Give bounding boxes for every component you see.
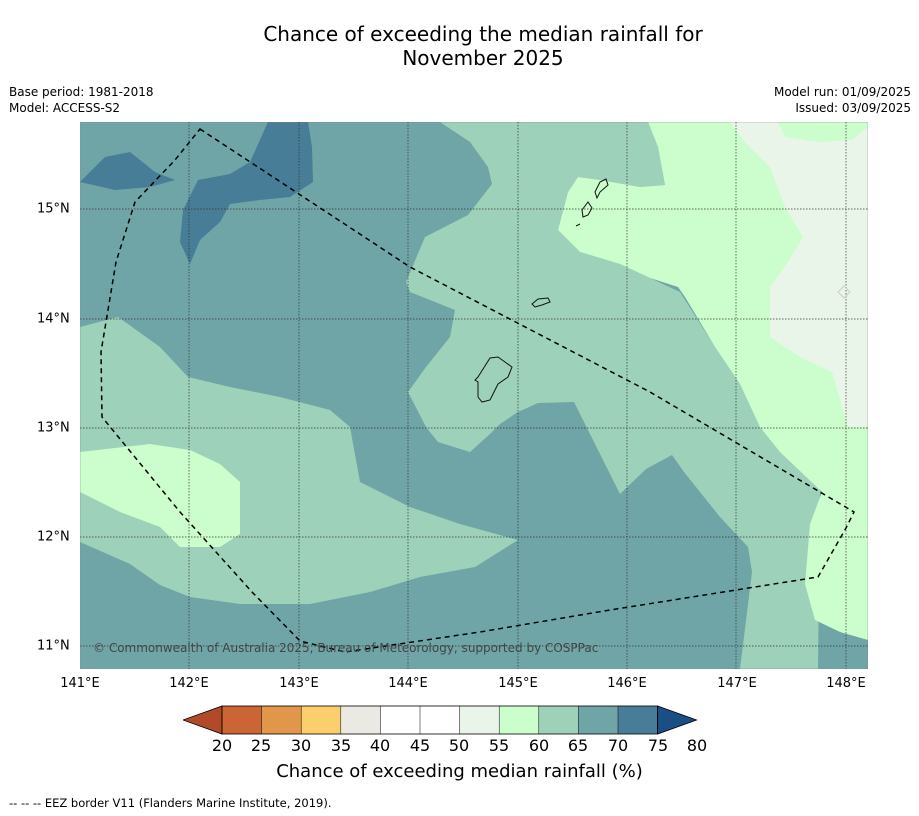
saipan-island — [594, 178, 609, 200]
contour-60-65-north-patch — [778, 122, 868, 142]
colorbar-tick: 40 — [369, 736, 391, 755]
graticule — [80, 122, 868, 669]
x-tick-label: 142°E — [169, 676, 209, 691]
colorbar-segment — [538, 706, 579, 734]
colorbar-segment — [301, 706, 341, 734]
contour-65-70-east — [406, 122, 820, 669]
colorbar-tick: 20 — [211, 736, 233, 755]
contour-60-65-west — [80, 444, 240, 547]
colorbar-tick: 70 — [607, 736, 629, 755]
x-tick-label: 144°E — [388, 676, 428, 691]
contour-75-80-northwest — [80, 152, 175, 190]
colorbar-tick: 25 — [250, 736, 272, 755]
colorbar-segment — [459, 706, 500, 734]
map-title: Chance of exceeding the median rainfall … — [0, 22, 919, 70]
copyright-note: © Commonwealth of Australia 2025, Bureau… — [93, 641, 599, 655]
model-name: Model: ACCESS-S2 — [9, 101, 121, 115]
contour-55-60-east — [730, 122, 868, 427]
colorbar-tick: 45 — [409, 736, 431, 755]
rainfall-map — [80, 122, 868, 669]
y-tick-label: 14°N — [37, 311, 70, 327]
colorbar-tick: 50 — [448, 736, 470, 755]
x-tick-label: 146°E — [607, 676, 647, 691]
islands — [474, 178, 851, 403]
colorbar-extend-low — [183, 705, 223, 735]
aguijan-islet — [575, 223, 581, 227]
colorbar-segment — [499, 706, 539, 734]
colorbar-tick: 55 — [488, 736, 510, 755]
colorbar-segment — [420, 706, 460, 734]
y-tick-label: 12°N — [37, 529, 70, 545]
x-tick-label: 141°E — [60, 676, 100, 691]
x-tick-label: 145°E — [498, 676, 538, 691]
colorbar-tick: 30 — [290, 736, 312, 755]
colorbar-tick: 75 — [647, 736, 669, 755]
x-tick-label: 147°E — [717, 676, 757, 691]
contour-60-65-east — [558, 122, 868, 640]
colorbar-extend-high — [657, 705, 698, 735]
colorbar — [183, 705, 698, 735]
colorbar-frame — [221, 705, 659, 735]
model-run: Model run: 01/09/2025 — [773, 85, 911, 99]
seamount-outline — [837, 285, 851, 299]
guam-island — [474, 356, 513, 403]
meta-left: Base period: 1981-2018 Model: ACCESS-S2 — [9, 84, 154, 116]
title-line-1: Chance of exceeding the median rainfall … — [263, 22, 703, 46]
colorbar-segment — [380, 706, 420, 734]
eez-footnote: -- -- -- EEZ border V11 (Flanders Marine… — [9, 796, 332, 810]
colorbar-segment — [618, 706, 658, 734]
colorbar-tick: 60 — [528, 736, 550, 755]
title-line-2: November 2025 — [402, 46, 564, 70]
y-tick-label: 13°N — [37, 420, 70, 436]
contour-75-80-north — [180, 122, 313, 264]
rota-island — [531, 297, 551, 308]
colorbar-segment — [222, 706, 262, 734]
contour-70-75-patch — [568, 476, 588, 488]
colorbar-label: Chance of exceeding median rainfall (%) — [276, 761, 643, 782]
x-tick-label: 148°E — [826, 676, 866, 691]
colorbar-segment — [578, 706, 618, 734]
eez-border — [100, 127, 855, 653]
y-tick-label: 15°N — [37, 201, 70, 217]
colorbar-segment — [340, 706, 381, 734]
base-period: Base period: 1981-2018 — [9, 85, 154, 99]
y-tick-label: 11°N — [37, 638, 70, 654]
colorbar-segment — [261, 706, 302, 734]
colorbar-tick: 80 — [686, 736, 708, 755]
colorbar-tick: 65 — [567, 736, 589, 755]
meta-right: Model run: 01/09/2025 Issued: 03/09/2025 — [774, 84, 911, 116]
tinian-island — [581, 201, 593, 218]
x-tick-label: 143°E — [279, 676, 319, 691]
issued-date: Issued: 03/09/2025 — [795, 101, 911, 115]
colorbar-tick: 35 — [330, 736, 352, 755]
